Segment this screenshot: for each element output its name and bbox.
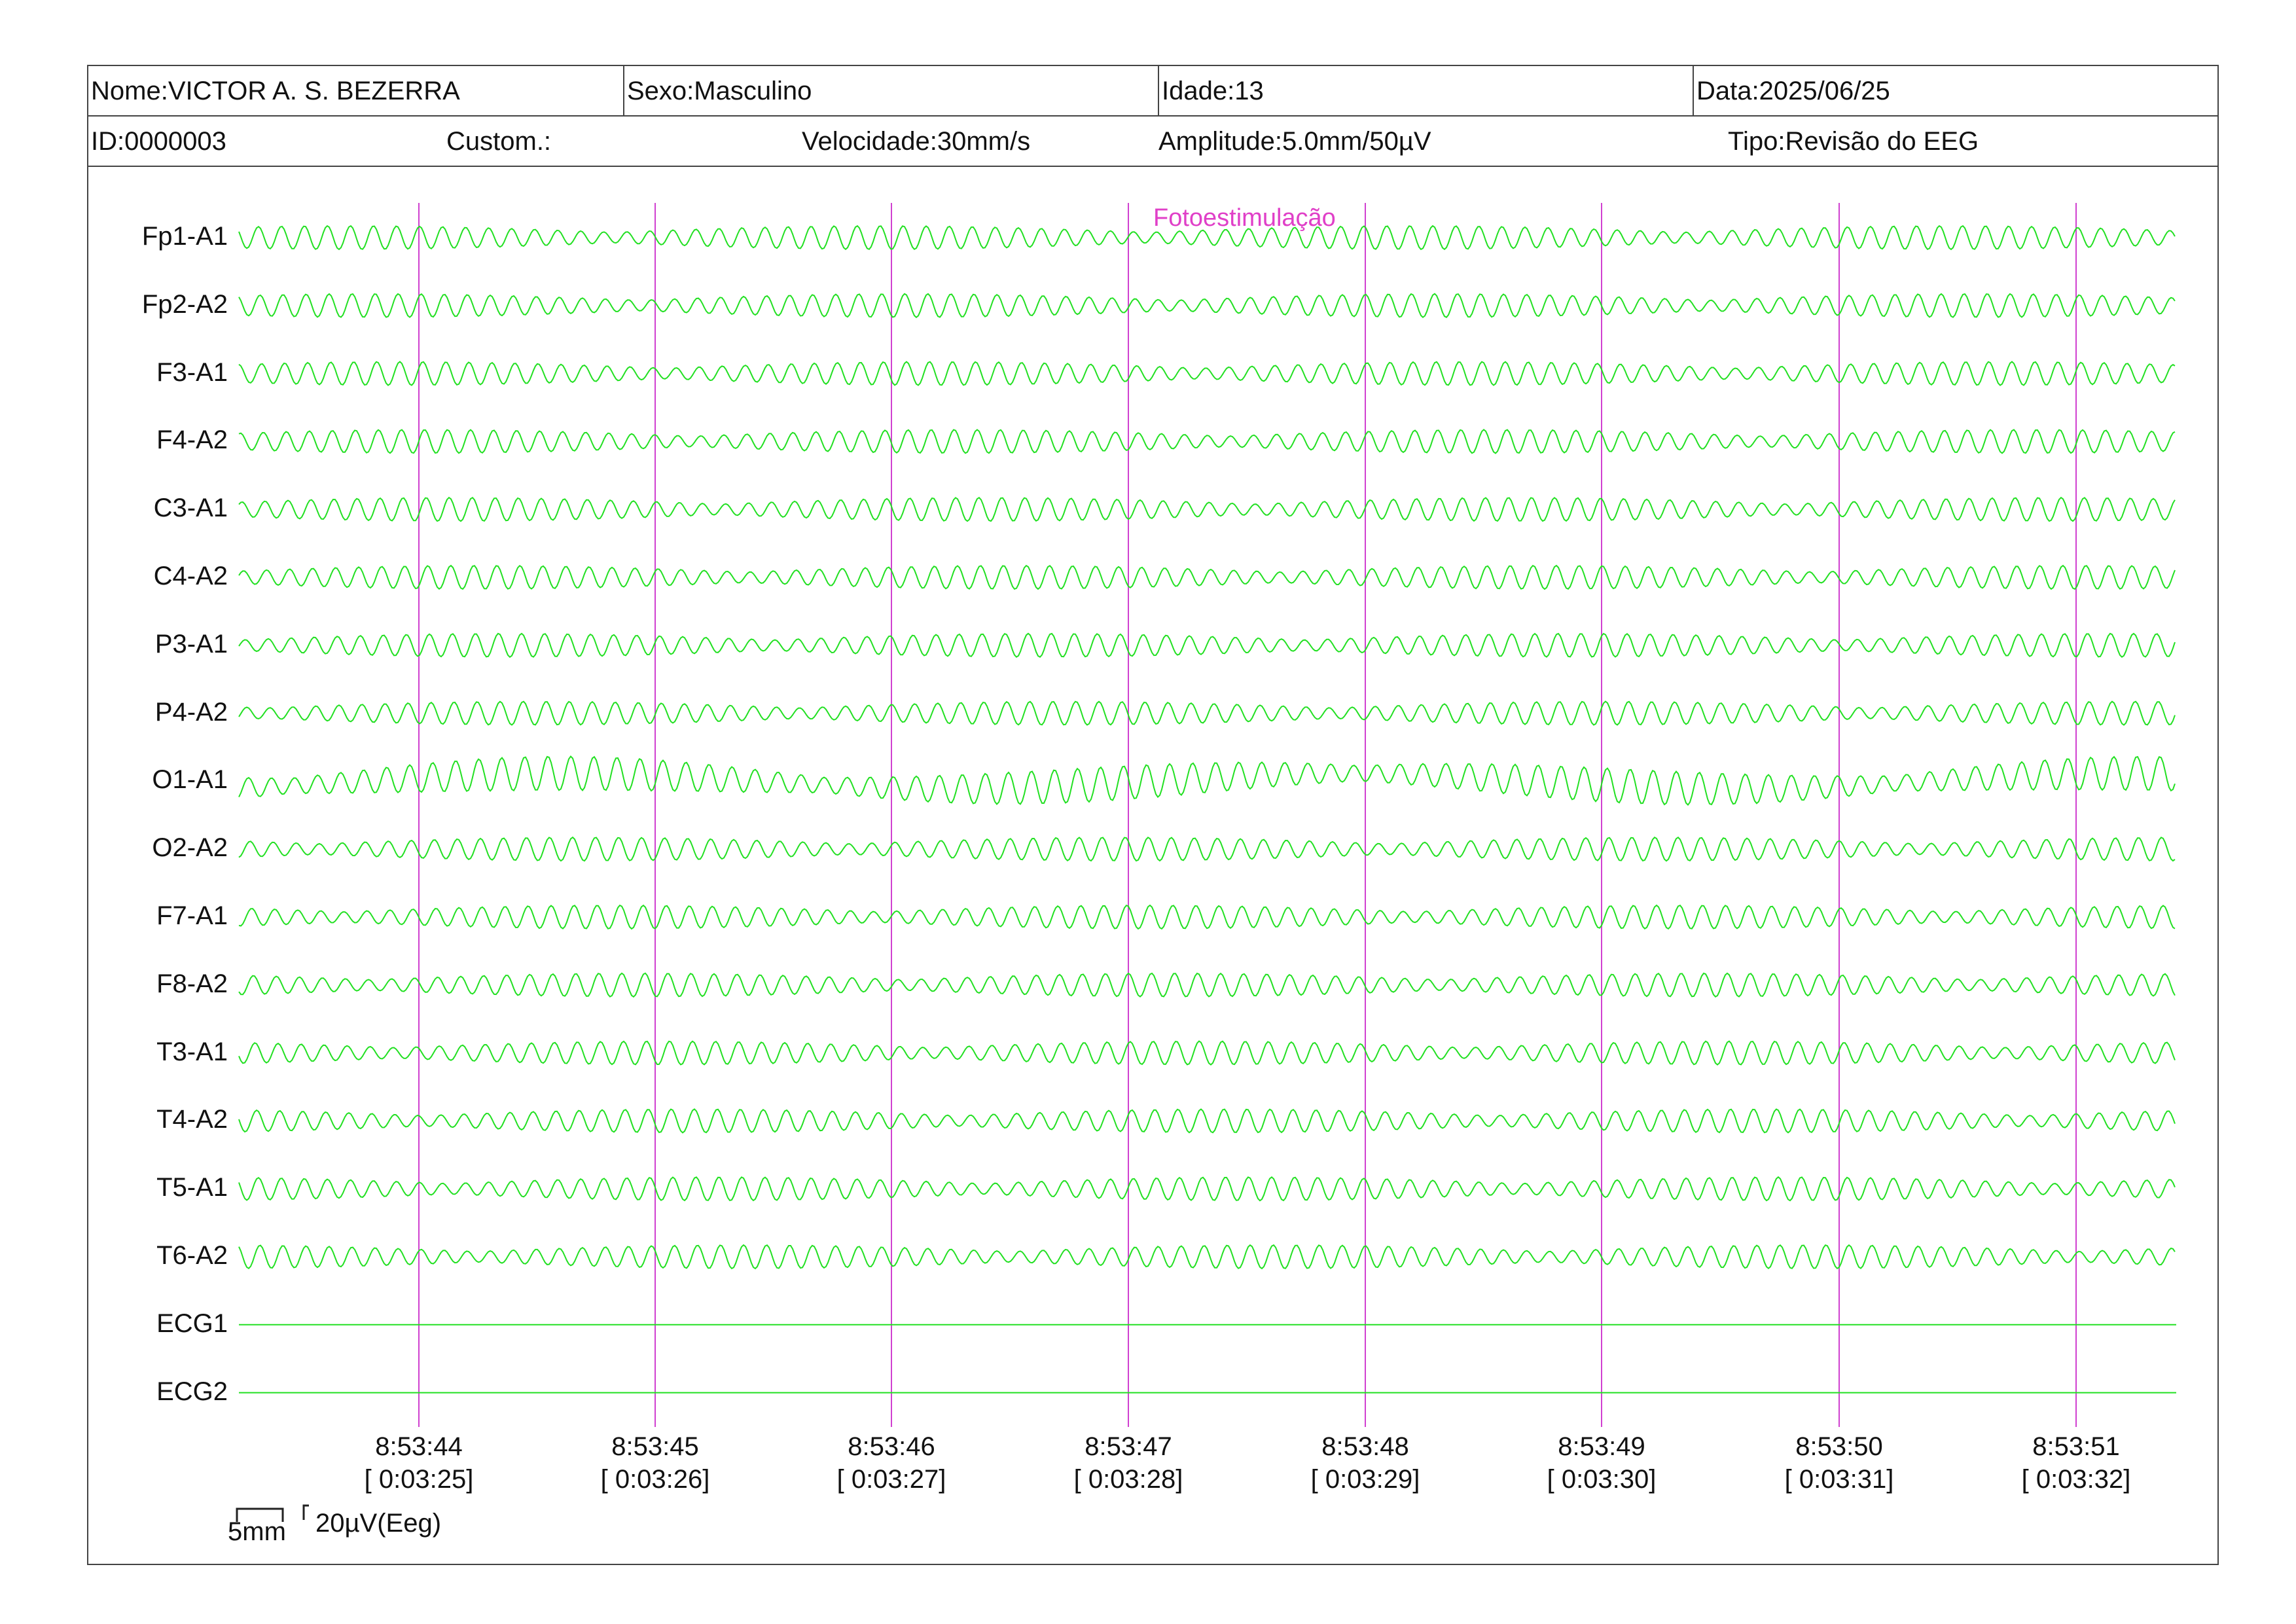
event-marker-label: Fotoestimulação [1153,204,1336,232]
header-row-1: Nome:VICTOR A. S. BEZERRA Sexo:Masculino… [88,66,2217,117]
trace-p3-a1 [238,632,2176,659]
time-clock-label: 8:53:47 [1085,1432,1172,1461]
patient-id: ID:0000003 [91,127,226,156]
trace-c4-a2 [238,564,2176,590]
time-clock-label: 8:53:50 [1795,1432,1883,1461]
channel-label: Fp1-A1 [141,222,228,251]
channel-label: F4-A2 [156,425,228,455]
time-clock-label: 8:53:51 [2032,1432,2120,1461]
custom-field: Custom.: [446,127,552,156]
time-clock-label: 8:53:49 [1558,1432,1645,1461]
channel-label: T3-A1 [156,1037,228,1066]
time-elapsed-label: [ 0:03:32] [2021,1465,2131,1494]
time-elapsed-label: [ 0:03:29] [1310,1465,1420,1494]
trace-p4-a2 [238,700,2176,726]
channel-label: ECG2 [156,1377,228,1406]
channel-label: T4-A2 [156,1105,228,1134]
time-clock-label: 8:53:46 [848,1432,935,1461]
trace-o2-a2 [238,836,2176,862]
channel-label: ECG1 [156,1308,228,1338]
trace-f4-a2 [238,429,2176,454]
time-clock-label: 8:53:45 [611,1432,699,1461]
trace-t3-a1 [238,1040,2176,1066]
exam-date: Data:2025/06/25 [1693,66,2219,115]
trace-f8-a2 [238,972,2176,998]
amp-scale-bracket [302,1504,309,1520]
channel-label: Fp2-A2 [141,289,228,319]
channel-label: F7-A1 [156,901,228,930]
amp-scale-label: 20µV(Eeg) [315,1509,442,1538]
patient-name: Nome:VICTOR A. S. BEZERRA [91,77,460,105]
channel-label: O1-A1 [152,765,228,795]
report-frame: Nome:VICTOR A. S. BEZERRA Sexo:Masculino… [87,65,2219,1565]
trace-t6-a2 [238,1244,2176,1270]
speed-setting: Velocidade:30mm/s [802,127,1031,156]
trace-t5-a1 [238,1176,2176,1202]
time-elapsed-label: [ 0:03:27] [836,1465,946,1494]
amplitude-setting: Amplitude:5.0mm/50µV [1158,127,1431,156]
trace-o1-a1 [238,755,2176,806]
trace-c3-a1 [238,496,2176,522]
channel-label: T6-A2 [156,1241,228,1270]
channel-label: F8-A2 [156,969,228,998]
channel-label: C3-A1 [153,494,228,523]
review-type: Tipo:Revisão do EEG [1728,127,1979,156]
trace-fp2-a2 [238,293,2176,319]
patient-sex: Sexo:Masculino [623,66,1158,115]
trace-f7-a1 [238,904,2176,930]
time-elapsed-label: [ 0:03:25] [364,1465,474,1494]
time-elapsed-label: [ 0:03:26] [600,1465,710,1494]
trace-fp1-a1 [238,225,2176,251]
time-scale-bar [236,1507,284,1522]
patient-age: Idade:13 [1158,66,1693,115]
time-scale-label: 5mm [228,1517,286,1546]
trace-f3-a1 [238,361,2176,386]
header-row-2: ID:0000003 Custom.: Velocidade:30mm/s Am… [88,117,2217,167]
time-clock-label: 8:53:44 [375,1432,463,1461]
channel-label: C4-A2 [153,562,228,590]
time-elapsed-label: [ 0:03:28] [1073,1465,1183,1494]
channel-label: P3-A1 [154,629,228,659]
time-elapsed-label: [ 0:03:31] [1784,1465,1894,1494]
channel-label: O2-A2 [152,833,228,863]
channel-label: T5-A1 [156,1173,228,1202]
trace-t4-a2 [238,1108,2176,1134]
time-clock-label: 8:53:48 [1321,1432,1409,1461]
channel-label: F3-A1 [156,357,228,387]
channel-label: P4-A2 [154,697,228,727]
time-elapsed-label: [ 0:03:30] [1547,1465,1657,1494]
